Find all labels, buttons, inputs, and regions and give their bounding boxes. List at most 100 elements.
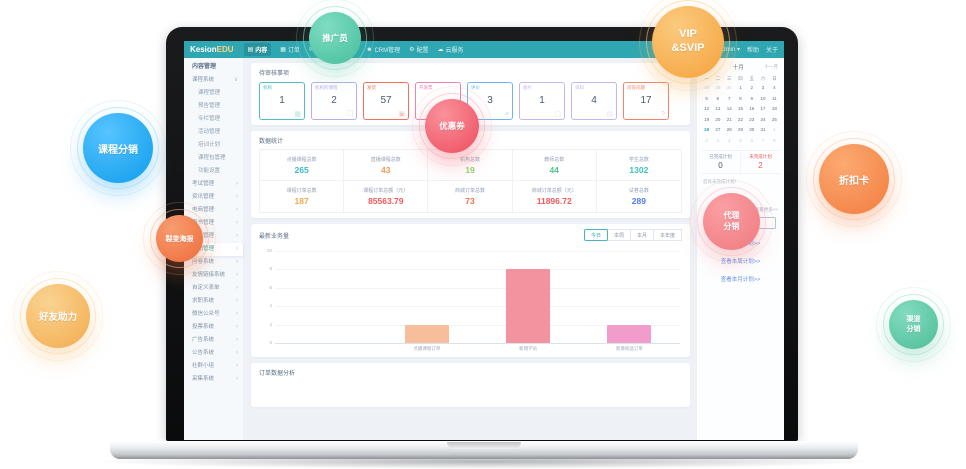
calendar-day[interactable]: 3: [716, 137, 720, 143]
calendar-day[interactable]: 16: [749, 106, 755, 111]
calendar-day[interactable]: 20: [715, 116, 721, 122]
bars: [275, 251, 680, 343]
sidebar-item[interactable]: 社群小组 ›: [184, 360, 243, 373]
calendar-day[interactable]: 13: [715, 106, 721, 111]
sidebar-item[interactable]: 广告系统 ›: [184, 334, 243, 347]
card-label: 图片: [523, 85, 532, 90]
topnav-item-content[interactable]: ▤ 内容: [243, 43, 272, 56]
sidebar-item[interactable]: 自定义表单 ›: [184, 282, 243, 295]
calendar-day[interactable]: 21: [726, 116, 732, 122]
sidebar-item-label: 投票系统: [192, 324, 215, 330]
sidebar-item[interactable]: 考试管理 ›: [184, 178, 243, 191]
calendar-day[interactable]: 14: [726, 106, 732, 111]
calendar-day[interactable]: 27: [715, 127, 721, 132]
stat-value: 85563.79: [368, 196, 404, 206]
tab-month[interactable]: 本月: [629, 229, 654, 241]
sidebar-item-label: 资讯管理: [192, 194, 215, 200]
calendar-day[interactable]: 6: [750, 137, 754, 143]
calendar-day-selected[interactable]: 26: [704, 127, 710, 132]
stat-label: 点播课程总数: [286, 156, 317, 163]
sidebar-item-label: 课程系统: [192, 77, 215, 83]
laptop-base: [110, 441, 858, 459]
calendar-day[interactable]: 5: [705, 95, 708, 101]
calendar-day[interactable]: 10: [760, 95, 766, 101]
calendar-day[interactable]: 25: [771, 116, 777, 122]
next-month-button[interactable]: 十一月: [764, 64, 778, 69]
calendar-day[interactable]: 28: [726, 127, 732, 132]
calendar-day[interactable]: 4: [773, 85, 776, 90]
review-card-shipping[interactable]: 发货 57 ▣: [363, 82, 409, 120]
chart-bar: [404, 324, 449, 343]
calendar-day[interactable]: 18: [771, 106, 777, 111]
calendar-day[interactable]: 28: [704, 85, 710, 90]
stat-cell: 直播课程总数 43: [344, 150, 429, 181]
sidebar-item[interactable]: 公告系统 ›: [184, 347, 243, 360]
tab-week[interactable]: 本周: [606, 229, 631, 241]
sidebar-item-course-system[interactable]: 课程系统 ∨: [184, 74, 243, 87]
topnav-item-cloud[interactable]: ☁ 云服务: [438, 45, 464, 54]
laptop-notch: [447, 442, 521, 449]
calendar-day[interactable]: 31: [760, 127, 766, 132]
calendar-day[interactable]: 19: [704, 116, 710, 122]
sidebar-item[interactable]: 预告管理: [198, 103, 221, 109]
sidebar-item[interactable]: 微信公众号 ›: [184, 308, 243, 321]
calendar-day[interactable]: 8: [773, 137, 776, 143]
review-card-org-course[interactable]: 机构的课程 2 ❒: [311, 82, 357, 120]
app-logo[interactable]: KesionEDU: [190, 45, 234, 54]
calendar-day[interactable]: 7: [727, 95, 731, 101]
sidebar-item[interactable]: 资讯管理 ›: [184, 191, 243, 204]
calendar-day[interactable]: 1: [739, 85, 742, 90]
calendar-day[interactable]: 15: [737, 106, 743, 111]
topnav-item-config[interactable]: ⚙ 配置: [409, 45, 428, 54]
plan-undone-label: 未完成计划: [749, 154, 772, 159]
calendar-day[interactable]: 22: [737, 116, 743, 122]
topnav-item-orders[interactable]: ▦ 订单: [280, 45, 300, 54]
sidebar-item-label: 求职系统: [192, 298, 215, 304]
chevron-right-icon: ›: [236, 220, 238, 226]
stat-cell: 试卷总数 289: [597, 181, 681, 212]
calendar-day[interactable]: 12: [704, 106, 710, 111]
calendar-day[interactable]: 1: [773, 127, 776, 132]
bubble-promoter: 推广员: [296, 0, 374, 77]
review-card-image[interactable]: 图片 1 ▢: [519, 82, 565, 120]
sidebar-item-label: 考试管理: [192, 181, 215, 187]
calendar-day[interactable]: 5: [739, 137, 742, 143]
sidebar-item[interactable]: 专栏管理: [198, 116, 221, 122]
calendar-day[interactable]: 2: [750, 85, 754, 90]
calendar-day[interactable]: 11: [772, 95, 777, 101]
calendar-day[interactable]: 29: [737, 127, 743, 132]
calendar-day[interactable]: 24: [760, 116, 766, 122]
calendar-day[interactable]: 17: [760, 106, 766, 111]
stat-cell: 课程订单总额（元） 85563.79: [344, 181, 429, 212]
bubble-line: &SVIP: [671, 42, 705, 54]
calendar-day[interactable]: 8: [739, 95, 742, 101]
calendar-day[interactable]: 29: [715, 85, 721, 90]
x-label: 新增学员: [519, 346, 538, 351]
sidebar-item[interactable]: 求职系统 ›: [184, 295, 243, 308]
sidebar-item[interactable]: 课程包管理: [198, 155, 226, 161]
calendar-day[interactable]: 30: [749, 127, 755, 132]
calendar-day[interactable]: 4: [727, 137, 731, 143]
calendar-day[interactable]: 23: [749, 116, 755, 122]
calendar-day[interactable]: 6: [716, 95, 720, 101]
sidebar-item[interactable]: 友情链接系统 ›: [184, 269, 243, 282]
calendar-day[interactable]: 9: [750, 95, 754, 101]
calendar-day[interactable]: 30: [726, 85, 732, 90]
sidebar-item[interactable]: 功能设置: [198, 168, 221, 174]
sidebar-item[interactable]: 培训计划: [198, 142, 221, 148]
tab-year[interactable]: 本年度: [652, 229, 682, 241]
sidebar-item[interactable]: 采集系统 ›: [184, 373, 243, 386]
tab-today[interactable]: 今日: [583, 229, 608, 241]
view-month-plan-link[interactable]: 查看本月计划>>: [720, 277, 761, 283]
calendar-day[interactable]: 2: [705, 137, 708, 143]
review-card-org[interactable]: 机构 1 ▦: [259, 82, 305, 120]
calendar-day[interactable]: 7: [761, 137, 765, 143]
review-card-material[interactable]: 资料 4 ▤: [571, 82, 617, 120]
topbar-link-about[interactable]: 关于: [765, 48, 778, 54]
calendar-day[interactable]: 3: [761, 85, 765, 90]
sidebar-item[interactable]: 投票系统 ›: [184, 321, 243, 334]
review-card-question[interactable]: 问答问题 17?: [623, 82, 669, 120]
sidebar-item[interactable]: 活动管理: [198, 129, 221, 135]
sidebar-item[interactable]: 课程管理: [198, 90, 221, 96]
topbar-link-help[interactable]: 帮助: [746, 48, 759, 54]
